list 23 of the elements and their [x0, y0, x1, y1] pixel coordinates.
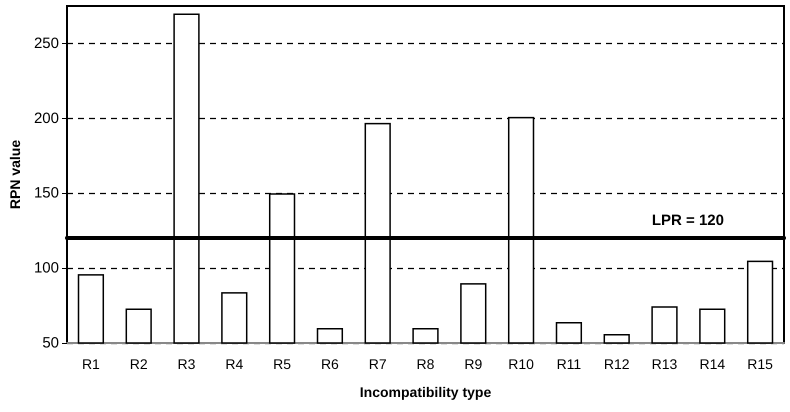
x-axis-title: Incompatibility type: [360, 384, 492, 400]
x-tick-label: R1: [82, 356, 100, 372]
y-tick-label: 150: [34, 184, 59, 202]
x-tick-label: R4: [225, 356, 244, 372]
x-tick-label: R2: [130, 356, 148, 372]
x-tick-label: R9: [464, 356, 482, 372]
y-axis-title: RPN value: [7, 140, 23, 210]
x-tick-label: R11: [556, 356, 582, 372]
y-tick-label: 250: [34, 34, 59, 52]
x-tick-label: R13: [652, 356, 678, 372]
x-tick-label: R3: [178, 356, 196, 372]
x-tick-label: R6: [320, 356, 340, 372]
x-tick-label: R15: [747, 356, 774, 372]
y-tick-label: 200: [34, 110, 59, 127]
x-tick-label: R8: [416, 356, 435, 372]
x-tick-label: R12: [604, 356, 630, 372]
y-tick-label: 100: [34, 260, 59, 277]
ref-line-label: LPR = 120: [652, 212, 724, 230]
x-tick-label: R5: [273, 356, 292, 372]
x-tick-label: R10: [508, 356, 534, 372]
y-tick-label: 50: [42, 334, 59, 352]
x-tick-label: R7: [368, 356, 387, 372]
x-tick-label: R14: [699, 356, 726, 372]
